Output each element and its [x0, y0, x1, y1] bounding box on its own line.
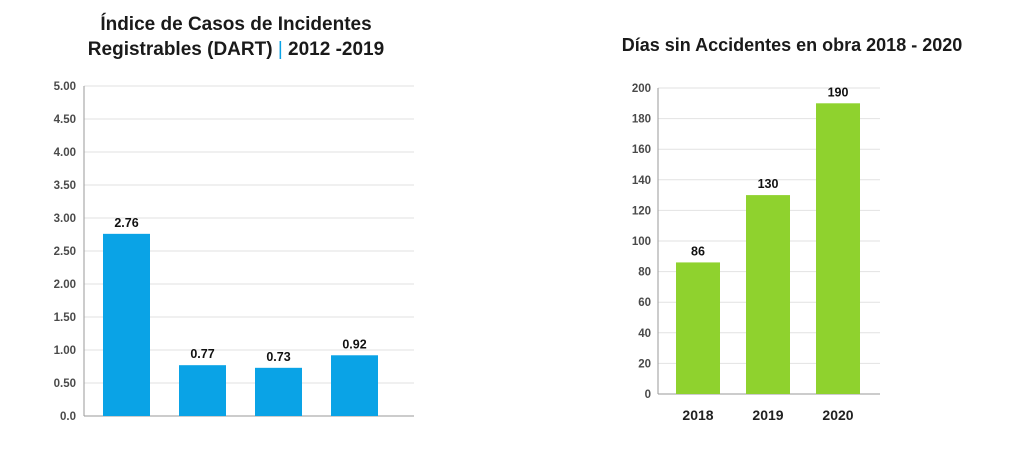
right-y-tick-label: 40	[638, 328, 651, 340]
dart-chart: Índice de Casos de Incidentes Registrabl…	[0, 0, 470, 453]
right-y-tick-label: 120	[632, 205, 651, 217]
right-bar	[676, 262, 720, 394]
right-data-label: 190	[828, 85, 849, 99]
right-data-label: 86	[691, 244, 705, 258]
right-y-tick-label: 200	[632, 83, 651, 95]
right-y-tick-label: 140	[632, 175, 651, 187]
left-y-tick-label: 5.00	[54, 81, 76, 93]
right-x-tick-label: 2018	[682, 407, 713, 423]
dart-chart-title-part-a: Registrables (DART)	[88, 39, 273, 60]
left-y-tick-label: 0.0	[60, 411, 76, 423]
right-y-tick-label: 180	[632, 114, 651, 126]
left-y-tick-label: 2.00	[54, 279, 76, 291]
left-y-tick-label: 3.50	[54, 180, 76, 192]
title-separator: |	[273, 39, 289, 60]
left-data-label: 0.73	[266, 350, 290, 364]
dias-chart-bars	[676, 103, 860, 395]
dart-chart-title-part-b: 2012 -2019	[288, 39, 384, 60]
left-y-tick-label: 0.50	[54, 378, 76, 390]
left-data-label: 0.77	[190, 347, 214, 361]
right-x-tick-label: 2020	[822, 407, 853, 423]
left-data-label: 0.92	[342, 337, 366, 351]
left-data-label: 2.76	[114, 216, 138, 230]
dias-chart-svg: Días sin Accidentes en obra 2018 - 2020 …	[622, 35, 963, 423]
left-bar	[255, 367, 302, 416]
left-y-tick-label: 1.00	[54, 345, 76, 357]
left-y-tick-label: 1.50	[54, 312, 76, 324]
left-bar	[331, 355, 378, 416]
left-y-tick-label: 3.00	[54, 213, 76, 225]
dart-chart-data-labels: 2.76 0.77 0.73 0.92	[114, 216, 366, 364]
dart-chart-title-line1: Índice de Casos de Incidentes	[100, 13, 371, 35]
dart-chart-y-axis: 0.0 0.50 1.00 1.50 2.00 2.50 3.00 3.50 4.00 4.50 5…	[54, 81, 76, 423]
right-y-tick-label: 20	[638, 358, 651, 370]
right-y-tick-label: 60	[638, 297, 651, 309]
dart-chart-bars	[103, 233, 378, 416]
right-y-tick-label: 100	[632, 236, 651, 248]
dias-chart-x-axis: 2018 2019 2020	[682, 407, 853, 423]
right-y-tick-label: 0	[645, 389, 651, 401]
right-bar	[816, 103, 860, 395]
dias-chart-title: Días sin Accidentes en obra 2018 - 2020	[622, 35, 963, 55]
right-x-tick-label: 2019	[752, 407, 783, 423]
right-y-tick-label: 80	[638, 267, 651, 279]
right-data-label: 130	[758, 177, 779, 191]
dias-chart-data-labels: 86 130 190	[691, 85, 848, 258]
left-bar	[179, 365, 226, 416]
dias-chart: Días sin Accidentes en obra 2018 - 2020 …	[560, 0, 1030, 453]
right-y-tick-label: 160	[632, 144, 651, 156]
left-y-tick-label: 4.00	[54, 147, 76, 159]
left-y-tick-label: 2.50	[54, 246, 76, 258]
left-bar	[103, 233, 150, 416]
dart-chart-svg: Índice de Casos de Incidentes Registrabl…	[54, 13, 414, 423]
right-bar	[746, 195, 790, 394]
dart-chart-title-line2: Registrables (DART) | 2012 -2019	[88, 39, 384, 60]
dias-chart-y-axis: 0 20 40 60 80 100 120 140 160 180 200	[632, 83, 651, 401]
left-y-tick-label: 4.50	[54, 114, 76, 126]
